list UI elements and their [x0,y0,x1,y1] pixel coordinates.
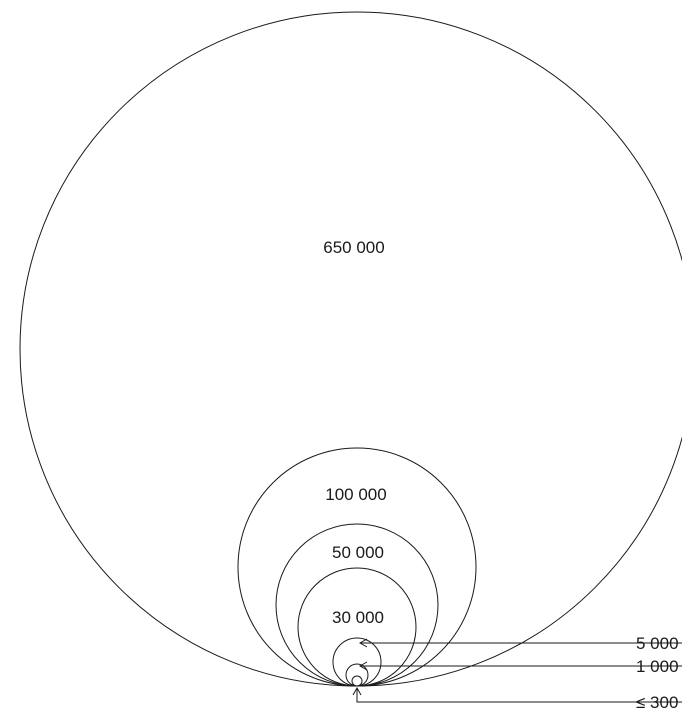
label-300: ≤ 300 [636,693,678,712]
label-1000: 1 000 [636,657,679,676]
arrowhead-5000 [358,638,368,648]
arrowhead-300 [352,686,362,696]
label-100000: 100 000 [325,485,386,504]
label-5000: 5 000 [636,634,679,653]
label-650000: 650 000 [323,238,384,257]
label-30000: 30 000 [332,608,384,627]
label-50000: 50 000 [332,543,384,562]
leader-line-300 [356,688,682,703]
circle-300 [351,675,363,687]
arrowhead-1000 [358,661,368,671]
